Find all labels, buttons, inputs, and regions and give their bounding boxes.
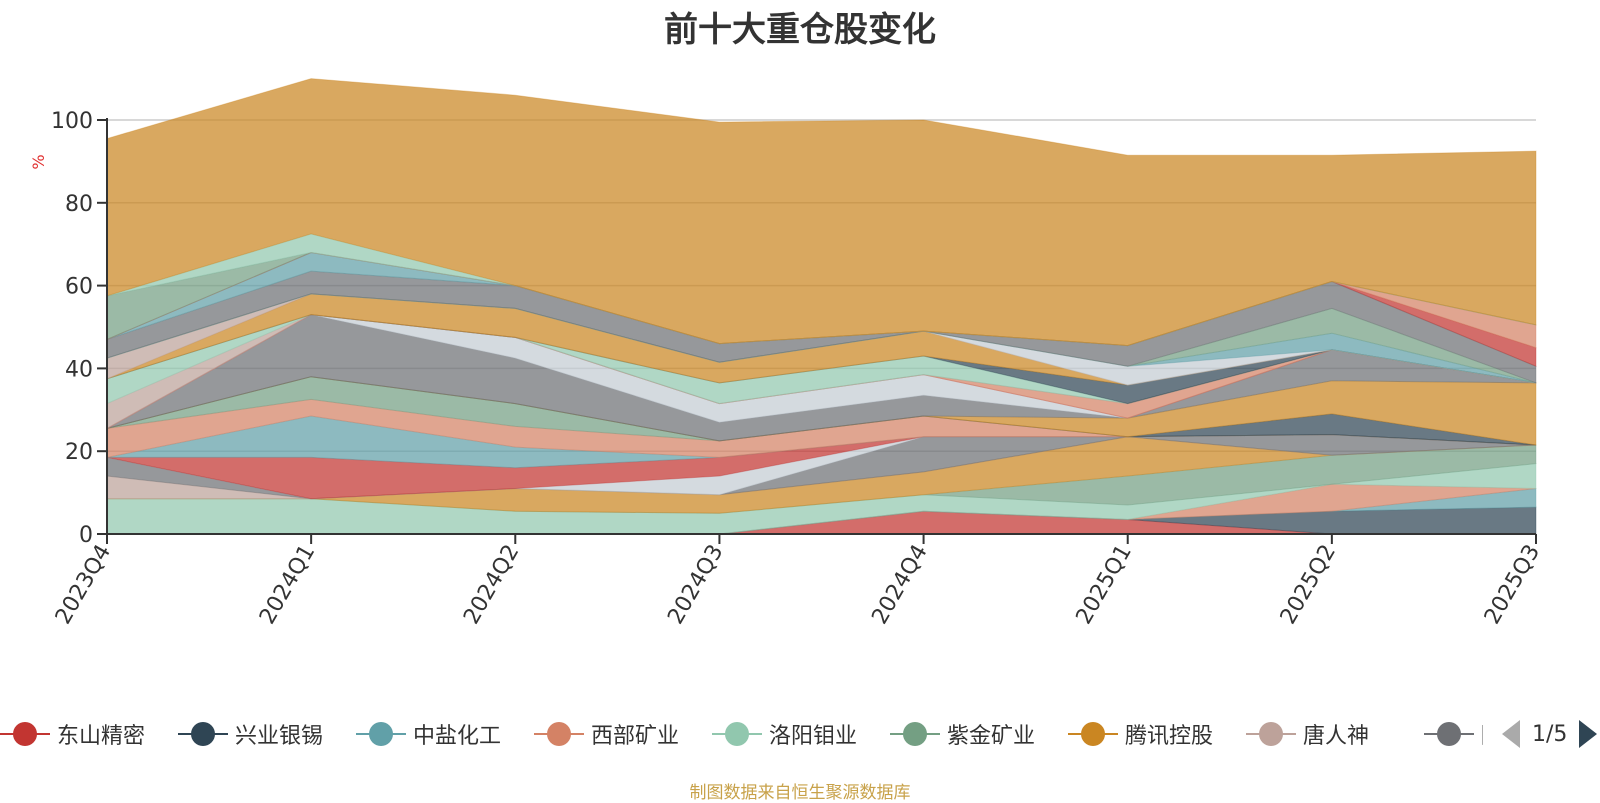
legend-label: 腾讯控股 — [1125, 724, 1214, 749]
y-tick-label: 40 — [65, 357, 93, 382]
pager-prev-icon[interactable] — [1502, 720, 1520, 748]
y-tick-label: 80 — [65, 192, 93, 217]
legend: 东山精密 兴业银锡 中盐化工 西部矿业 洛阳钼业 紫金矿业 腾讯控股 唐人神 陕西煤业 1/5 — [0, 712, 1600, 756]
legend-items: 东山精密 兴业银锡 中盐化工 西部矿业 洛阳钼业 紫金矿业 腾讯控股 唐人神 陕西煤业 — [0, 712, 1483, 756]
legend-marker-icon — [712, 721, 762, 747]
area-series-6 — [107, 444, 1537, 514]
legend-label: 陕西煤业 — [1481, 718, 1483, 750]
legend-label: 洛阳钼业 — [769, 724, 858, 749]
source-note: 制图数据来自恒生聚源数据库 — [689, 783, 911, 803]
legend-item[interactable]: 紫金矿业 — [890, 712, 1035, 756]
legend-label: 紫金矿业 — [947, 724, 1036, 749]
legend-pager: 1/5 — [1500, 712, 1600, 756]
legend-item[interactable]: 洛阳钼业 — [712, 712, 857, 756]
x-tick-label: 2025Q2 — [1276, 541, 1341, 629]
legend-marker-icon — [0, 721, 50, 747]
legend-item[interactable]: 腾讯控股 — [1068, 712, 1213, 756]
legend-item[interactable]: 兴业银锡 — [178, 712, 323, 756]
x-tick-label: 2024Q1 — [255, 541, 320, 629]
legend-item[interactable]: 陕西煤业 — [1424, 712, 1483, 756]
y-tick-label: 100 — [51, 109, 93, 134]
legend-marker-icon — [1424, 721, 1474, 747]
y-axis-unit-label: % — [29, 154, 48, 169]
area-series-35 — [106, 78, 1537, 347]
legend-label: 中盐化工 — [413, 724, 502, 749]
legend-label: 兴业银锡 — [235, 724, 324, 749]
area-series-31 — [106, 251, 1537, 368]
area-series-32 — [106, 251, 1537, 349]
legend-marker-icon — [356, 721, 406, 747]
x-tick-label: 2023Q4 — [51, 541, 116, 629]
pager-next-icon[interactable] — [1579, 720, 1598, 748]
legend-item[interactable]: 东山精密 — [0, 712, 145, 756]
y-tick-label: 20 — [65, 440, 93, 465]
legend-marker-icon — [534, 721, 584, 747]
x-tick-label: 2024Q4 — [867, 541, 932, 629]
legend-item[interactable]: 中盐化工 — [356, 712, 501, 756]
x-tick-label: 2025Q3 — [1480, 541, 1545, 629]
legend-label: 唐人神 — [1303, 724, 1370, 749]
x-tick-label: 2024Q2 — [459, 541, 524, 629]
x-tick-label: 2024Q3 — [663, 541, 728, 629]
legend-item[interactable]: 唐人神 — [1246, 712, 1369, 756]
legend-label: 西部矿业 — [591, 724, 680, 749]
area-series-16 — [106, 376, 1537, 446]
y-tick-label: 0 — [79, 523, 93, 548]
legend-item[interactable]: 西部矿业 — [534, 712, 679, 756]
legend-marker-icon — [178, 721, 228, 747]
y-tick-label: 60 — [65, 275, 93, 300]
chart-title: 前十大重仓股变化 — [664, 10, 936, 50]
stacked-area-chart: 0 20 40 60 80 100 2023Q4 2024Q1 2024Q2 2024Q3 2024… — [29, 78, 1545, 629]
legend-marker-icon — [1246, 721, 1296, 747]
area-series-layer — [106, 78, 1537, 535]
area-series-9 — [106, 434, 1537, 500]
legend-label: 东山精密 — [57, 724, 146, 749]
pager-indicator: 1/5 — [1532, 721, 1568, 747]
legend-marker-icon — [1068, 721, 1118, 747]
legend-marker-icon — [890, 721, 940, 747]
x-tick-label: 2025Q1 — [1072, 541, 1137, 629]
